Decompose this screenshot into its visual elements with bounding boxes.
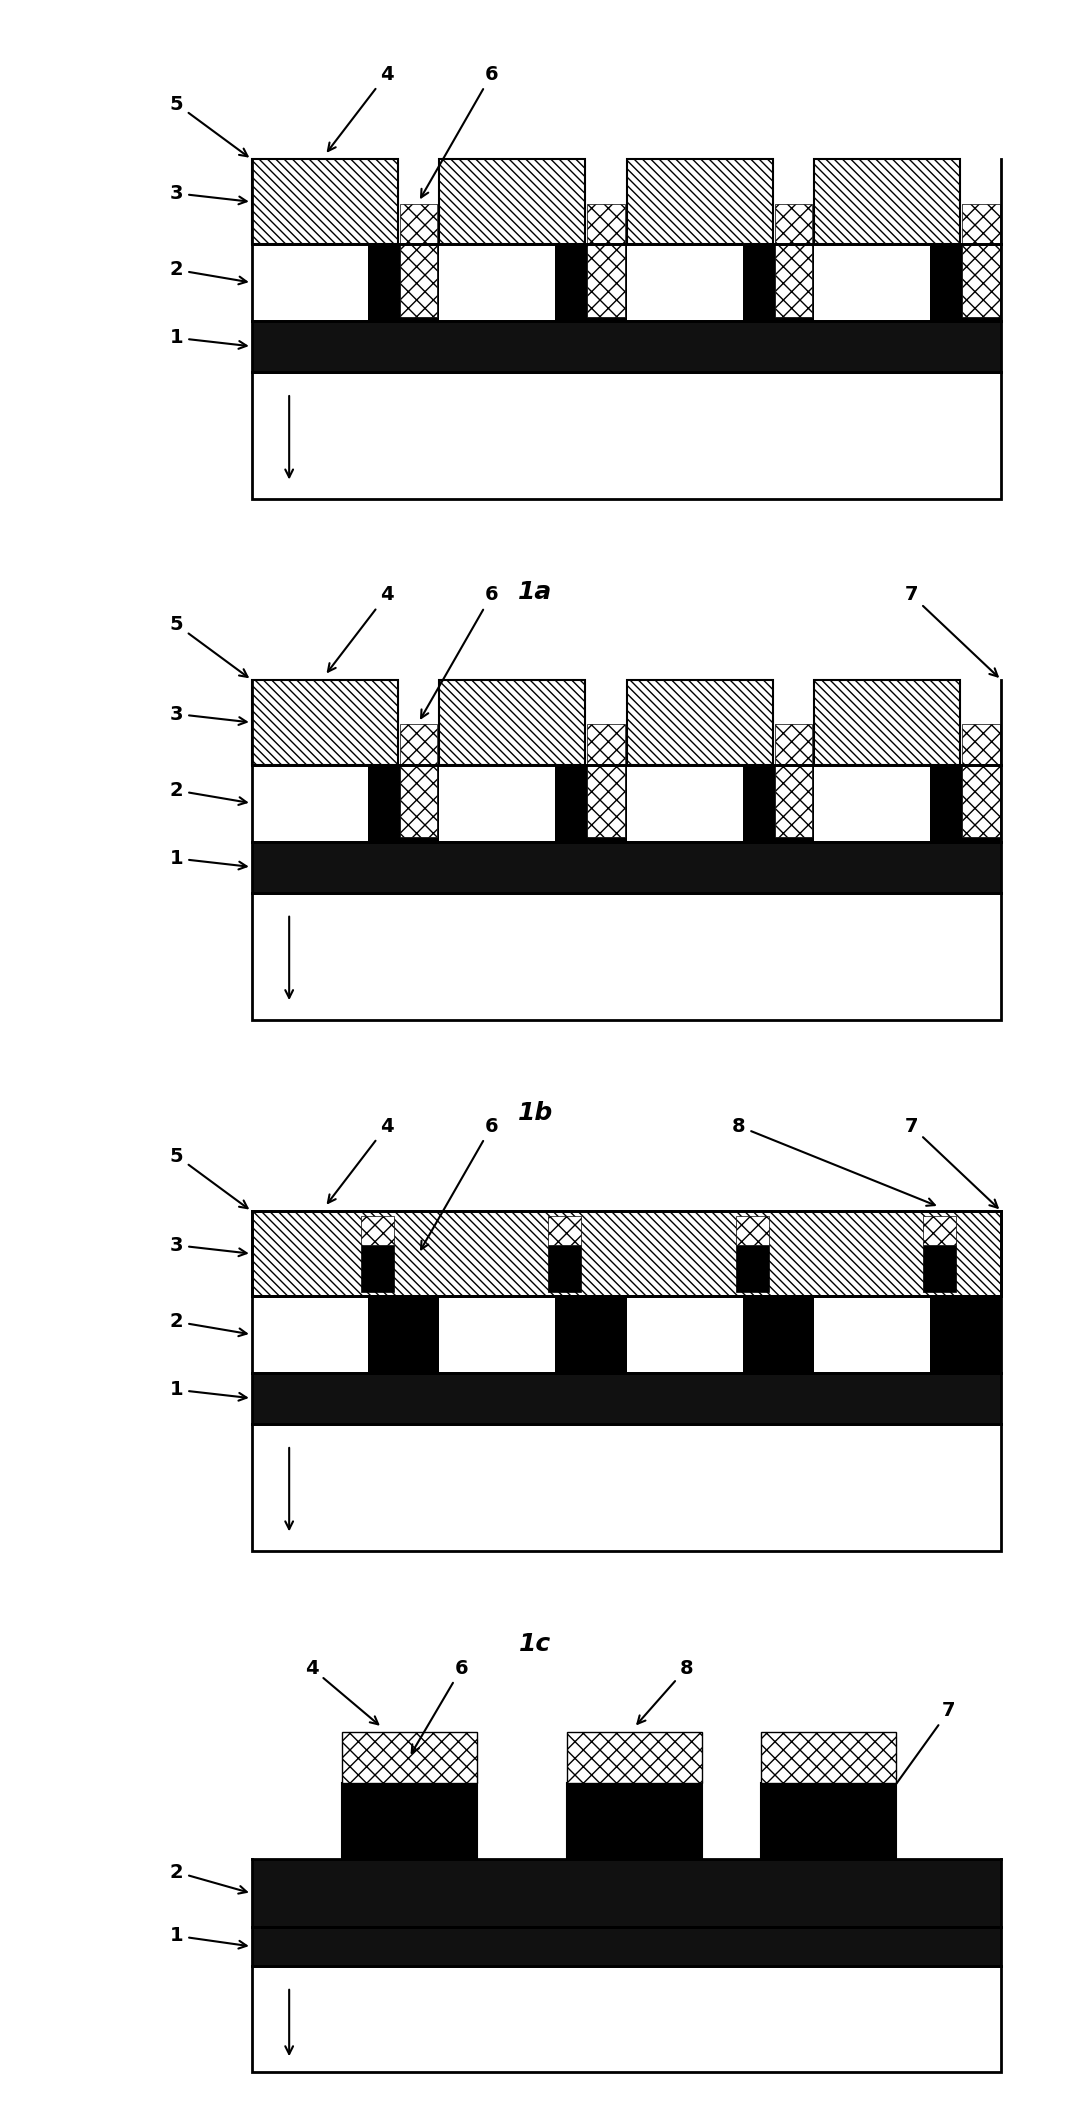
Text: 2: 2 <box>170 261 246 285</box>
Text: 8: 8 <box>733 1118 935 1205</box>
Bar <box>252 159 398 244</box>
Bar <box>774 725 812 837</box>
Bar <box>252 1927 1001 1966</box>
Text: 4: 4 <box>328 586 393 672</box>
Text: 1: 1 <box>170 850 246 869</box>
Bar <box>774 204 812 317</box>
Text: 1c: 1c <box>519 1632 552 1655</box>
Text: 1b: 1b <box>518 1101 553 1124</box>
Bar <box>567 1783 702 1859</box>
Bar <box>252 1211 1001 1296</box>
Text: 4: 4 <box>328 1118 393 1203</box>
Bar <box>252 842 1001 892</box>
Bar <box>361 1245 394 1292</box>
Bar <box>252 321 1001 372</box>
Bar <box>962 204 999 317</box>
Bar <box>252 1296 368 1373</box>
Bar <box>761 1783 896 1859</box>
Bar <box>627 1296 743 1373</box>
Text: 6: 6 <box>411 1660 468 1753</box>
Bar <box>252 1373 1001 1424</box>
Bar <box>368 765 439 842</box>
Text: 2: 2 <box>170 1864 246 1893</box>
Bar <box>587 204 624 317</box>
Text: 4: 4 <box>305 1660 378 1723</box>
Bar <box>555 244 627 321</box>
Text: 3: 3 <box>170 706 246 725</box>
Bar <box>342 1783 477 1859</box>
Text: 1: 1 <box>170 329 246 348</box>
Bar <box>439 680 586 765</box>
Bar <box>439 159 586 244</box>
Text: 6: 6 <box>421 586 498 718</box>
Text: 2: 2 <box>170 782 246 805</box>
Bar <box>252 372 1001 499</box>
Bar <box>627 680 773 765</box>
Bar <box>923 1216 956 1245</box>
Bar <box>567 1732 702 1783</box>
Text: 6: 6 <box>421 1118 498 1250</box>
Bar <box>627 159 773 244</box>
Bar <box>814 680 961 765</box>
Bar <box>930 765 1001 842</box>
Bar <box>736 1245 769 1292</box>
Bar <box>439 244 555 321</box>
Text: 8: 8 <box>637 1660 693 1723</box>
Bar <box>814 1296 930 1373</box>
Bar <box>252 244 368 321</box>
Bar <box>743 1296 814 1373</box>
Bar <box>368 244 439 321</box>
Text: 7: 7 <box>905 1118 998 1207</box>
Bar <box>252 765 368 842</box>
Text: 5: 5 <box>170 616 247 678</box>
Text: 1: 1 <box>170 1381 246 1400</box>
Bar <box>743 244 814 321</box>
Bar <box>342 1732 477 1783</box>
Bar <box>252 892 1001 1020</box>
Bar <box>587 725 624 837</box>
Bar <box>252 680 398 765</box>
Bar <box>555 1296 627 1373</box>
Text: 1a: 1a <box>518 580 553 603</box>
Bar <box>627 765 743 842</box>
Text: 7: 7 <box>873 1702 955 1817</box>
Bar <box>923 1245 956 1292</box>
Bar <box>555 765 627 842</box>
Bar <box>252 1859 1001 1927</box>
Bar <box>930 244 1001 321</box>
Bar <box>368 1296 439 1373</box>
Text: 4: 4 <box>328 66 393 151</box>
Bar <box>252 1966 1001 2072</box>
Bar <box>627 244 743 321</box>
Text: 3: 3 <box>170 185 246 204</box>
Text: 6: 6 <box>421 66 498 198</box>
Bar <box>743 765 814 842</box>
Bar <box>736 1216 769 1245</box>
Bar <box>814 159 961 244</box>
Bar <box>814 765 930 842</box>
Bar <box>548 1216 582 1245</box>
Bar <box>548 1245 582 1292</box>
Text: 5: 5 <box>170 96 247 157</box>
Text: 5: 5 <box>170 1148 247 1209</box>
Bar <box>930 1296 1001 1373</box>
Bar <box>439 765 555 842</box>
Text: 7: 7 <box>905 586 998 676</box>
Bar <box>962 725 999 837</box>
Bar <box>361 1216 394 1245</box>
Text: 2: 2 <box>170 1313 246 1337</box>
Bar <box>252 1424 1001 1551</box>
Bar <box>399 725 437 837</box>
Text: 1: 1 <box>170 1927 246 1949</box>
Bar <box>439 1296 555 1373</box>
Bar <box>399 204 437 317</box>
Text: 3: 3 <box>170 1237 246 1256</box>
Bar <box>761 1732 896 1783</box>
Bar <box>814 244 930 321</box>
